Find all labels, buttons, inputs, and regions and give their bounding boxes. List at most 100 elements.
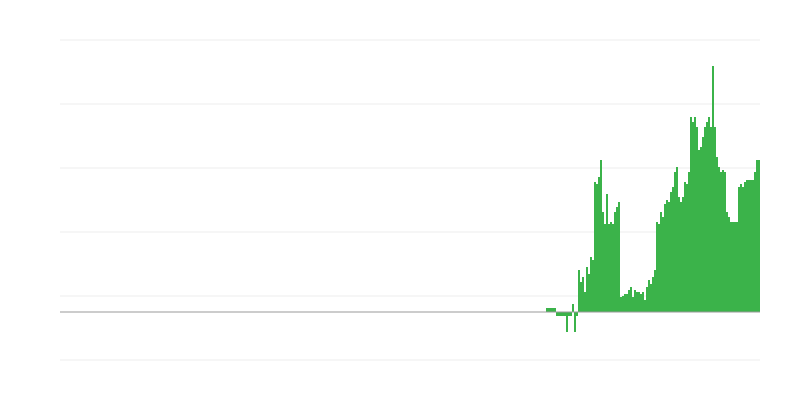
bar xyxy=(672,187,674,312)
bar xyxy=(690,117,692,312)
bar xyxy=(654,270,656,312)
bar xyxy=(686,184,688,312)
bar xyxy=(696,127,698,312)
bar xyxy=(590,257,592,312)
bar xyxy=(700,147,702,312)
bar xyxy=(554,308,556,312)
bar xyxy=(660,212,662,312)
bar xyxy=(582,277,584,312)
bar xyxy=(586,267,588,312)
bar xyxy=(670,192,672,312)
bar xyxy=(748,180,750,312)
bar xyxy=(694,117,696,312)
bar xyxy=(596,184,598,312)
bar xyxy=(650,284,652,312)
bar xyxy=(714,127,716,312)
bar xyxy=(562,312,564,316)
bar xyxy=(570,312,572,316)
bar xyxy=(734,222,736,312)
bar xyxy=(674,172,676,312)
bar xyxy=(726,212,728,312)
bar xyxy=(612,224,614,312)
bar xyxy=(662,217,664,312)
bar xyxy=(692,122,694,312)
bar xyxy=(560,312,562,316)
bar xyxy=(736,222,738,312)
bar xyxy=(742,187,744,312)
bar xyxy=(552,308,554,312)
bar xyxy=(728,217,730,312)
bar xyxy=(606,194,608,312)
bar xyxy=(578,270,580,312)
bar xyxy=(632,297,634,312)
bar xyxy=(584,292,586,312)
bar xyxy=(630,287,632,312)
bar xyxy=(576,312,578,316)
bar xyxy=(668,202,670,312)
bar xyxy=(684,182,686,312)
bar xyxy=(628,290,630,312)
bar xyxy=(598,177,600,312)
bar xyxy=(644,300,646,312)
bar xyxy=(652,277,654,312)
bar xyxy=(618,202,620,312)
bar xyxy=(656,222,658,312)
bar xyxy=(732,222,734,312)
bar xyxy=(608,224,610,312)
bar xyxy=(706,122,708,312)
bar xyxy=(638,292,640,312)
bar xyxy=(708,117,710,312)
bar xyxy=(758,160,760,312)
bar xyxy=(688,172,690,312)
bar xyxy=(658,224,660,312)
bar xyxy=(746,180,748,312)
bar xyxy=(722,170,724,312)
bar xyxy=(558,312,560,316)
bar xyxy=(756,160,758,312)
bar xyxy=(550,308,552,312)
bar xyxy=(636,292,638,312)
bar xyxy=(678,197,680,312)
bar xyxy=(614,212,616,312)
bar xyxy=(664,204,666,312)
bar xyxy=(564,312,566,316)
bar xyxy=(592,260,594,312)
bar xyxy=(622,296,624,312)
bar xyxy=(740,184,742,312)
bar xyxy=(620,297,622,312)
bar xyxy=(610,222,612,312)
bar xyxy=(642,292,644,312)
bar xyxy=(602,212,604,312)
bar xyxy=(568,312,570,316)
bar xyxy=(698,150,700,312)
bar xyxy=(718,167,720,312)
bar xyxy=(704,127,706,312)
bar xyxy=(754,172,756,312)
bar xyxy=(604,224,606,312)
bar xyxy=(712,66,714,312)
bar xyxy=(600,160,602,312)
bar xyxy=(594,182,596,312)
bar xyxy=(744,182,746,312)
bar xyxy=(648,280,650,312)
bar xyxy=(640,294,642,312)
bar xyxy=(556,312,558,316)
bar xyxy=(588,274,590,312)
bar xyxy=(548,308,550,312)
bar xyxy=(682,197,684,312)
bar xyxy=(738,187,740,312)
bar xyxy=(720,172,722,312)
bar xyxy=(680,202,682,312)
bar xyxy=(572,304,574,312)
bar xyxy=(546,308,548,312)
bar xyxy=(646,287,648,312)
bar xyxy=(624,294,626,312)
bar xyxy=(752,180,754,312)
bar xyxy=(716,157,718,312)
bar xyxy=(750,180,752,312)
bar xyxy=(580,282,582,312)
bar xyxy=(676,167,678,312)
bar xyxy=(626,294,628,312)
bar xyxy=(710,127,712,312)
